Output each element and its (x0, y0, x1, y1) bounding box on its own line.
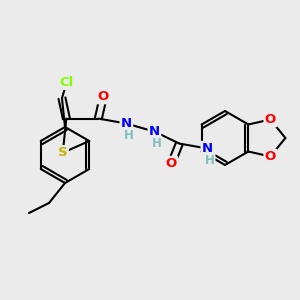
Text: O: O (265, 113, 276, 126)
Text: Cl: Cl (60, 76, 74, 89)
Text: N: N (121, 117, 132, 130)
Text: O: O (265, 150, 276, 163)
Text: S: S (58, 146, 68, 159)
Text: H: H (152, 137, 161, 150)
Text: H: H (123, 129, 133, 142)
Text: O: O (98, 90, 109, 103)
Text: N: N (149, 125, 160, 138)
Text: H: H (204, 154, 214, 167)
Text: N: N (202, 142, 213, 155)
Text: O: O (166, 157, 177, 170)
